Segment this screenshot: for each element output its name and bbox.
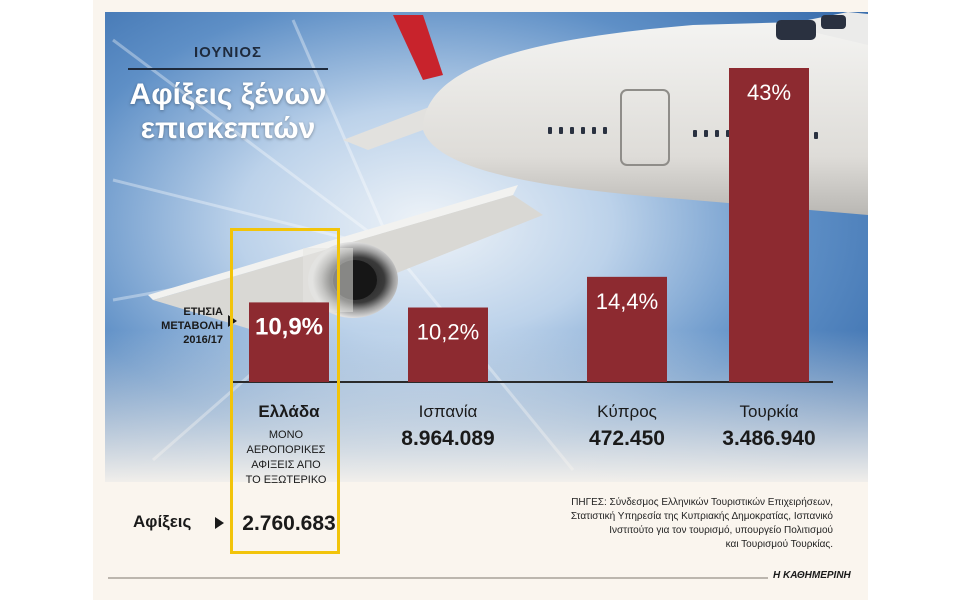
bar-value-label-4: 43% <box>747 80 791 105</box>
bar-2 <box>408 307 488 382</box>
source-line-2: Στατιστική Υπηρεσία της Κυπριακής Δημοκρ… <box>570 511 833 522</box>
greece-note-line-1: ΜΟΝΟ <box>268 429 304 441</box>
category-label-3: Κύπρος <box>597 402 657 421</box>
bar-chart-svg: 10,9% Ελλάδα 2.760.683 10,2% Ισπανία 8.964.08… <box>233 68 833 535</box>
bar-value-label-3: 14,4% <box>596 289 658 314</box>
annual-change-line-1: ΕΤΗΣΙΑ <box>183 306 223 318</box>
source-line-3: Ινστιτούτο για τον τουρισμό, υπουργείο Π… <box>609 525 833 536</box>
greece-note: ΜΟΝΟ ΑΕΡΟΠΟΡΙΚΕΣ ΑΦΙΞΕΙΣ ΑΠΟ ΤΟ ΕΞΩΤΕΡΙΚ… <box>233 428 339 488</box>
source-note: ΠΗΓΕΣ: Σύνδεσμος Ελληνικών Τουριστικών Ε… <box>533 496 833 552</box>
category-label-2: Ισπανία <box>419 402 478 421</box>
title-line-1: Αφίξεις ξένων <box>129 78 327 111</box>
footer-rule <box>108 577 768 579</box>
arrivals-value-4: 3.486.940 <box>722 427 815 450</box>
title-line-2: επισκεπτών <box>140 112 316 145</box>
arrivals-arrow-icon <box>215 517 224 529</box>
greece-note-line-2: ΑΕΡΟΠΟΡΙΚΕΣ <box>246 444 326 456</box>
bar-value-label-1: 10,9% <box>255 313 323 340</box>
bar-4 <box>729 68 809 382</box>
annual-change-line-3: 2016/17 <box>183 334 223 346</box>
infographic-frame: 10,9% Ελλάδα 2.760.683 10,2% Ισπανία 8.964.08… <box>93 0 868 600</box>
arrivals-value-3: 472.450 <box>589 427 665 450</box>
source-line-4: και Τουρισμού Τουρκίας. <box>725 539 833 550</box>
greece-note-line-3: ΑΦΙΞΕΙΣ ΑΠΟ <box>251 459 321 471</box>
month-rule <box>128 68 328 70</box>
chart-month: ΙΟΥΝΙΟΣ <box>193 44 263 61</box>
chart-title: Αφίξεις ξένων επισκεπτών <box>113 78 343 146</box>
category-label-1: Ελλάδα <box>258 402 320 421</box>
source-line-1: ΠΗΓΕΣ: Σύνδεσμος Ελληνικών Τουριστικών Ε… <box>571 497 833 508</box>
greece-highlight-box <box>230 228 340 554</box>
annual-change-line-2: ΜΕΤΑΒΟΛΗ <box>161 320 223 332</box>
bar-1 <box>249 302 329 382</box>
greece-note-line-4: ΤΟ ΕΞΩΤΕΡΙΚΟ <box>245 474 327 486</box>
category-label-4: Τουρκία <box>739 402 798 421</box>
annual-change-label: ΕΤΗΣΙΑ ΜΕΤΑΒΟΛΗ 2016/17 <box>103 305 223 347</box>
arrivals-label: Αφίξεις <box>133 512 192 531</box>
footer-brand: Η ΚΑΘΗΜΕΡΙΝΗ <box>773 570 851 581</box>
bar-3 <box>587 276 667 382</box>
arrivals-value-2: 8.964.089 <box>401 427 494 450</box>
bar-value-label-2: 10,2% <box>417 320 479 345</box>
arrivals-value-1: 2.760.683 <box>242 512 335 535</box>
